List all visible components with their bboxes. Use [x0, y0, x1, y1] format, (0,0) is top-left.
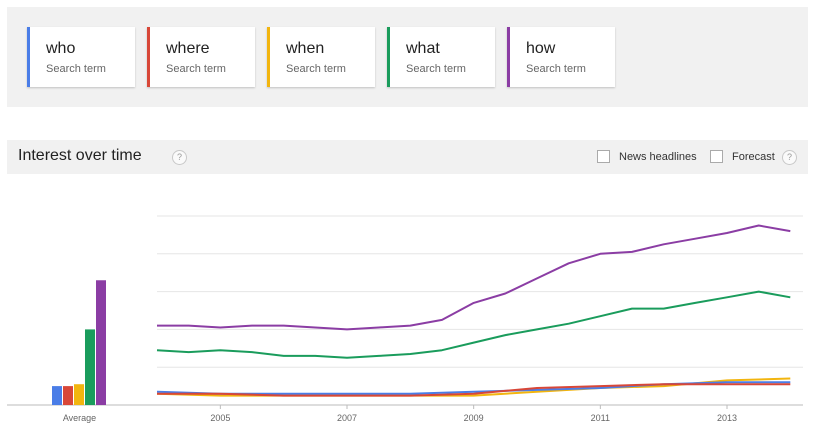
news-headlines-label: News headlines	[619, 150, 697, 163]
average-bar-who	[52, 386, 62, 405]
series-line-where	[157, 383, 791, 397]
x-tick-label: 2009	[464, 413, 484, 423]
term-card-where[interactable]: where Search term	[147, 27, 255, 87]
term-name: when	[286, 40, 325, 57]
x-tick-label: 2013	[717, 413, 737, 423]
average-bars	[52, 280, 106, 405]
term-card-who[interactable]: who Search term	[27, 27, 135, 87]
term-subtitle: Search term	[166, 63, 226, 75]
term-subtitle: Search term	[46, 63, 106, 75]
chart-grid	[7, 215, 803, 406]
help-icon[interactable]: ?	[172, 150, 187, 165]
term-subtitle: Search term	[286, 63, 346, 75]
average-label: Average	[63, 413, 96, 423]
news-headlines-checkbox[interactable]	[597, 150, 610, 163]
term-color-bar	[387, 27, 390, 87]
series-line-how	[157, 224, 791, 331]
x-tick-label: 2007	[337, 413, 357, 423]
term-color-bar	[267, 27, 270, 87]
term-subtitle: Search term	[406, 63, 466, 75]
term-color-bar	[27, 27, 30, 87]
news-headlines-toggle[interactable]: News headlines	[597, 150, 697, 163]
term-card-how[interactable]: how Search term	[507, 27, 615, 87]
forecast-help-icon[interactable]: ?	[782, 150, 797, 165]
forecast-label: Forecast	[732, 150, 775, 163]
average-bar-where	[63, 386, 73, 405]
x-axis-ticks: Average 2005 2007 2009 2011 2013	[63, 405, 737, 423]
x-tick-label: 2011	[591, 413, 610, 423]
forecast-toggle[interactable]: Forecast	[710, 150, 775, 163]
term-card-what[interactable]: what Search term	[387, 27, 495, 87]
average-bar-what	[85, 329, 95, 405]
average-bar-when	[74, 384, 84, 405]
term-name: where	[166, 40, 210, 57]
search-terms-bar: who Search term where Search term when S…	[7, 7, 808, 107]
forecast-checkbox[interactable]	[710, 150, 723, 163]
term-color-bar	[147, 27, 150, 87]
section-title: Interest over time	[18, 147, 142, 164]
term-name: how	[526, 40, 556, 57]
series-line-what	[156, 290, 791, 359]
term-color-bar	[507, 27, 510, 87]
interest-over-time-header: Interest over time ? News headlines Fore…	[7, 140, 808, 174]
term-subtitle: Search term	[526, 63, 586, 75]
term-name: what	[406, 40, 440, 57]
term-card-when[interactable]: when Search term	[267, 27, 375, 87]
term-name: who	[46, 40, 76, 57]
average-bar-how	[96, 280, 106, 405]
x-tick-label: 2005	[210, 413, 230, 423]
interest-chart: Average 2005 2007 2009 2011 2013	[7, 215, 803, 423]
chart-lines	[156, 224, 791, 397]
